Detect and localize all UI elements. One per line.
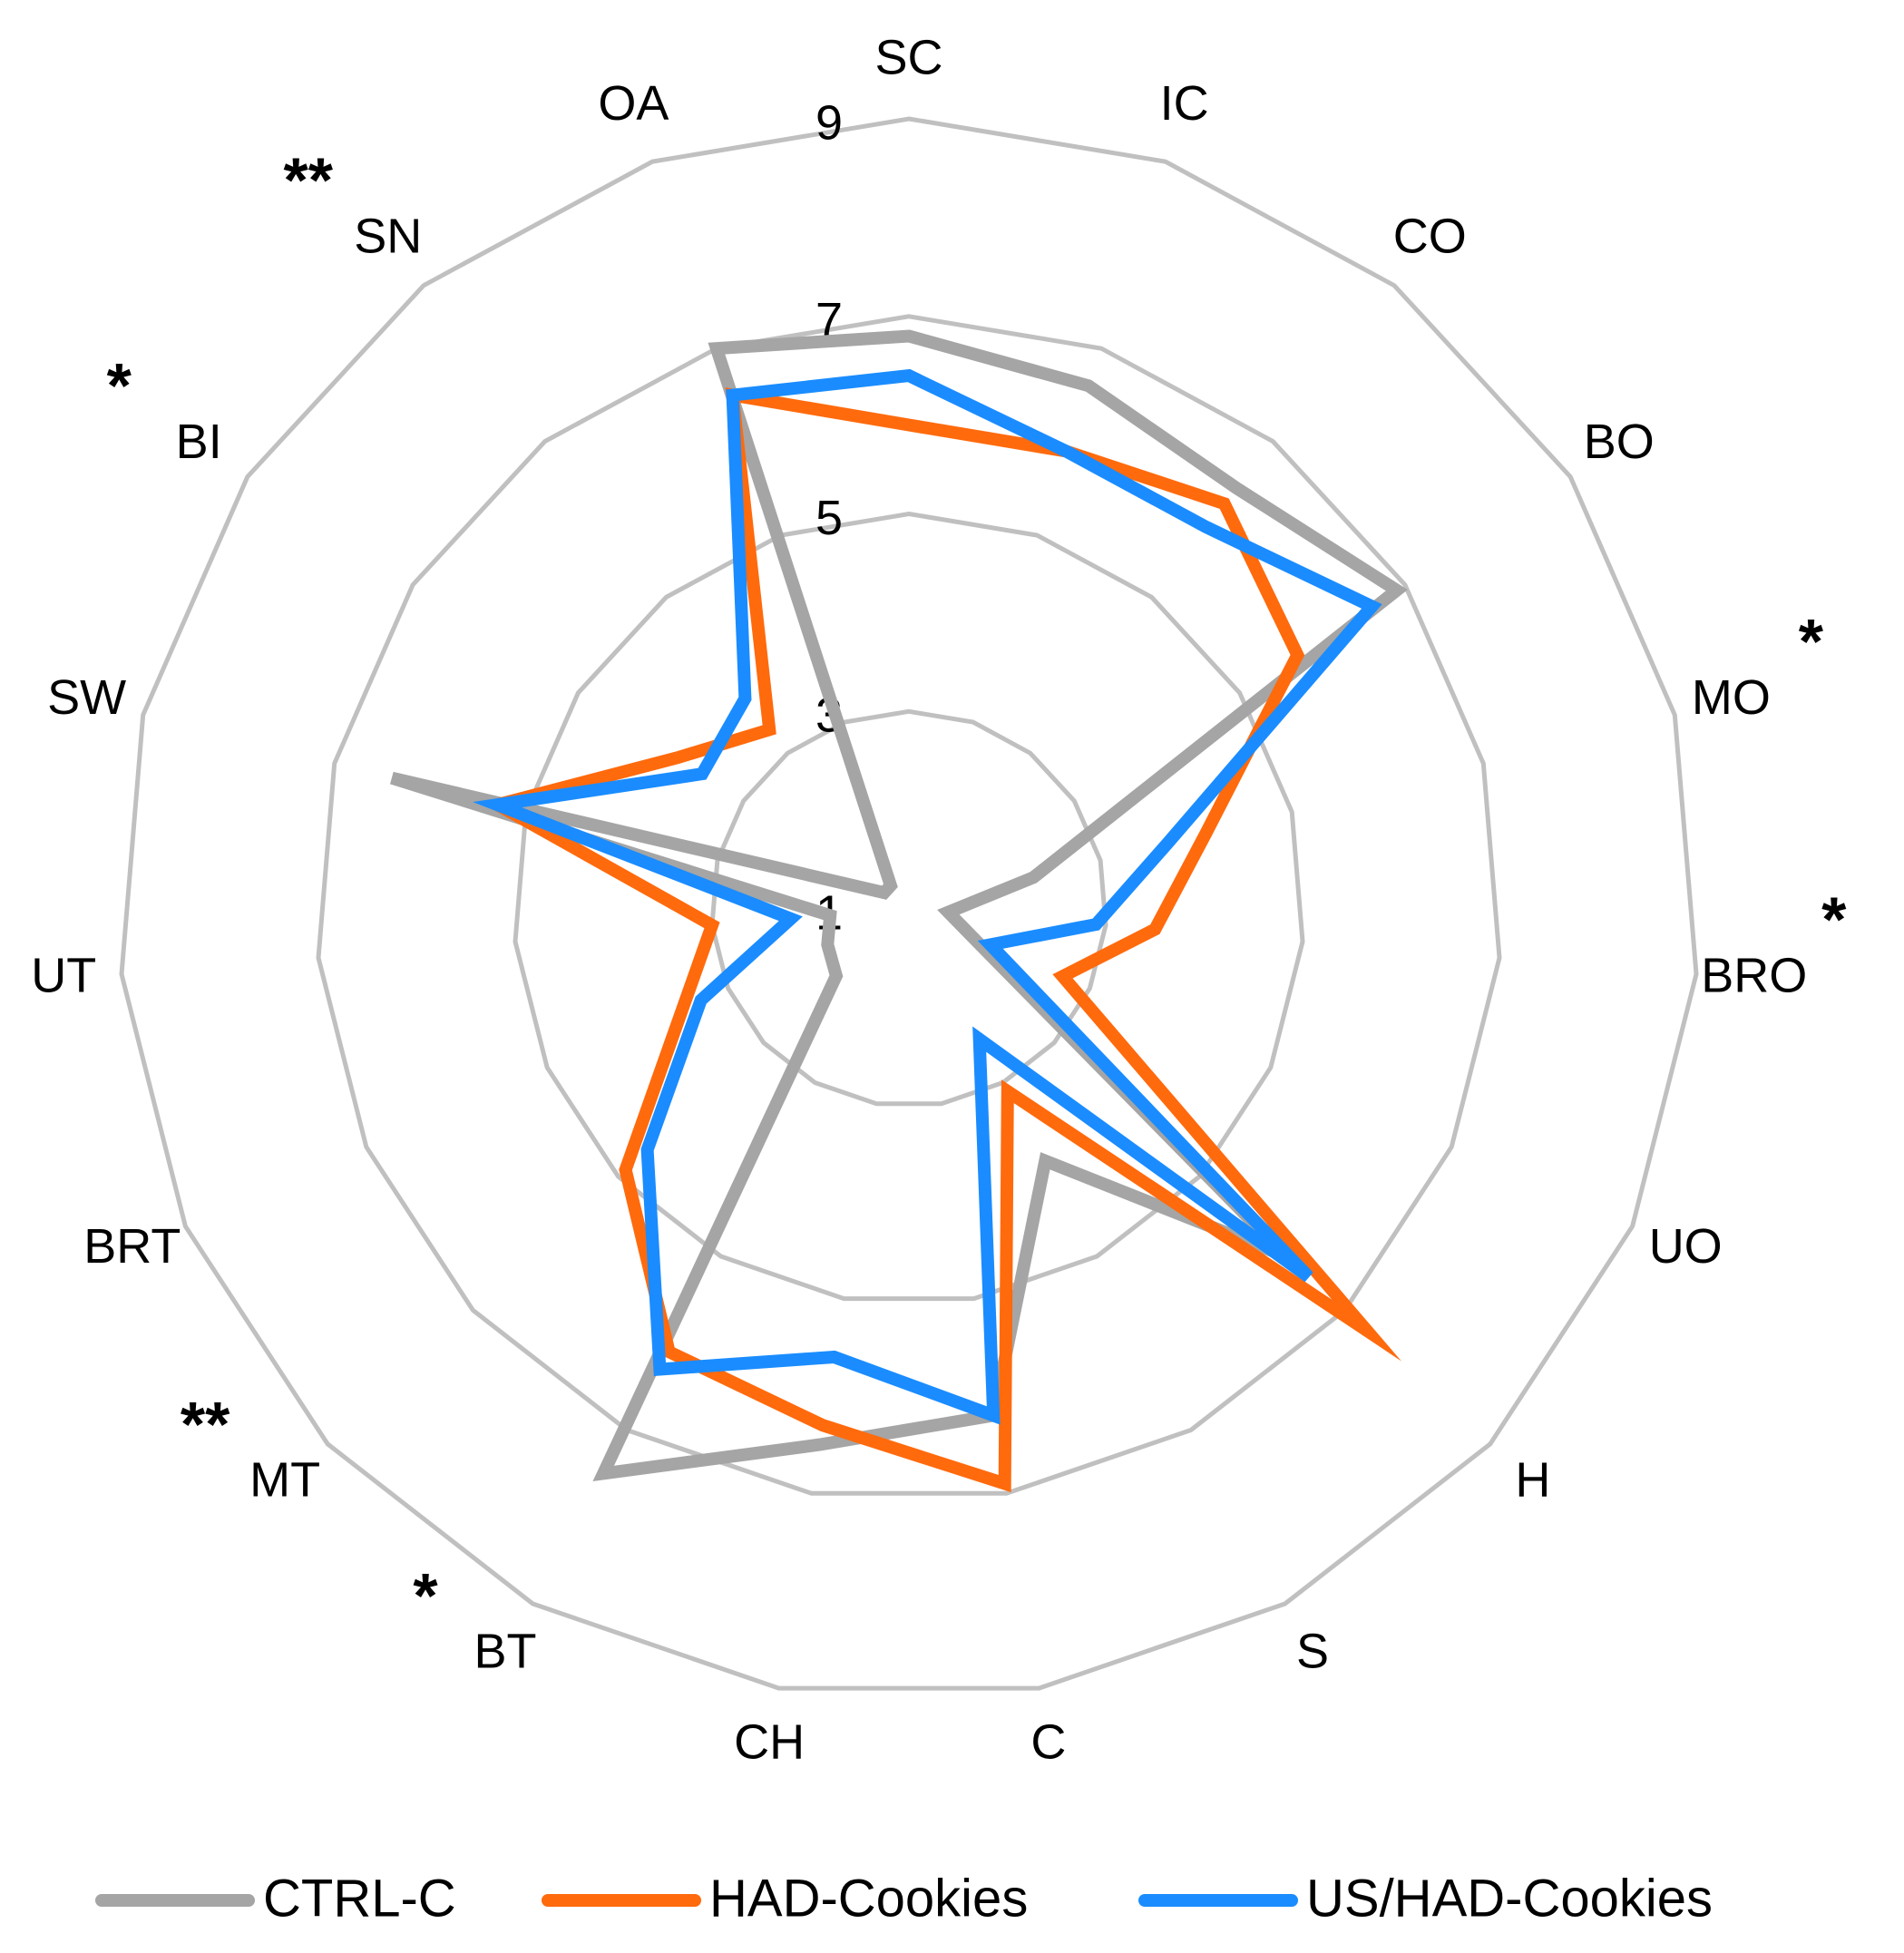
category-label: BO (1584, 415, 1655, 469)
legend-label: US/HAD-Cookies (1306, 1869, 1713, 1928)
tick-label: 5 (815, 491, 843, 545)
category-label: BT (474, 1625, 536, 1679)
series-line (390, 329, 1408, 1482)
category-label: C (1030, 1714, 1066, 1769)
legend-label: HAD-Cookies (709, 1869, 1028, 1928)
significance-mark: ** (283, 145, 333, 216)
significance-mark: * (107, 350, 132, 421)
tick-label: 9 (815, 95, 843, 150)
category-label: IC (1160, 76, 1209, 131)
category-label: OA (598, 76, 669, 131)
category-label: CO (1393, 209, 1467, 263)
category-label: MO (1692, 670, 1771, 725)
category-label: BI (176, 415, 222, 469)
series-line (480, 387, 1401, 1493)
significance-mark: * (1799, 606, 1824, 677)
significance-mark: * (413, 1560, 438, 1631)
category-label: CH (734, 1714, 805, 1769)
series-line (473, 368, 1382, 1425)
category-label: UT (31, 948, 96, 1002)
grid-ring (316, 314, 1502, 1496)
category-label: SN (354, 209, 422, 263)
grid-ring (119, 116, 1699, 1691)
category-label: SC (874, 30, 942, 84)
significance-mark: ** (181, 1389, 230, 1460)
category-label: S (1296, 1625, 1329, 1679)
category-label: SW (47, 670, 126, 725)
category-label: MT (249, 1453, 320, 1508)
grid-ring (709, 708, 1108, 1107)
category-label: BRO (1701, 948, 1807, 1002)
legend-label: CTRL-C (263, 1869, 456, 1928)
category-label: BRT (83, 1219, 181, 1274)
category-label: H (1515, 1453, 1550, 1508)
significance-mark: * (1821, 884, 1847, 955)
category-label: UO (1649, 1219, 1723, 1274)
